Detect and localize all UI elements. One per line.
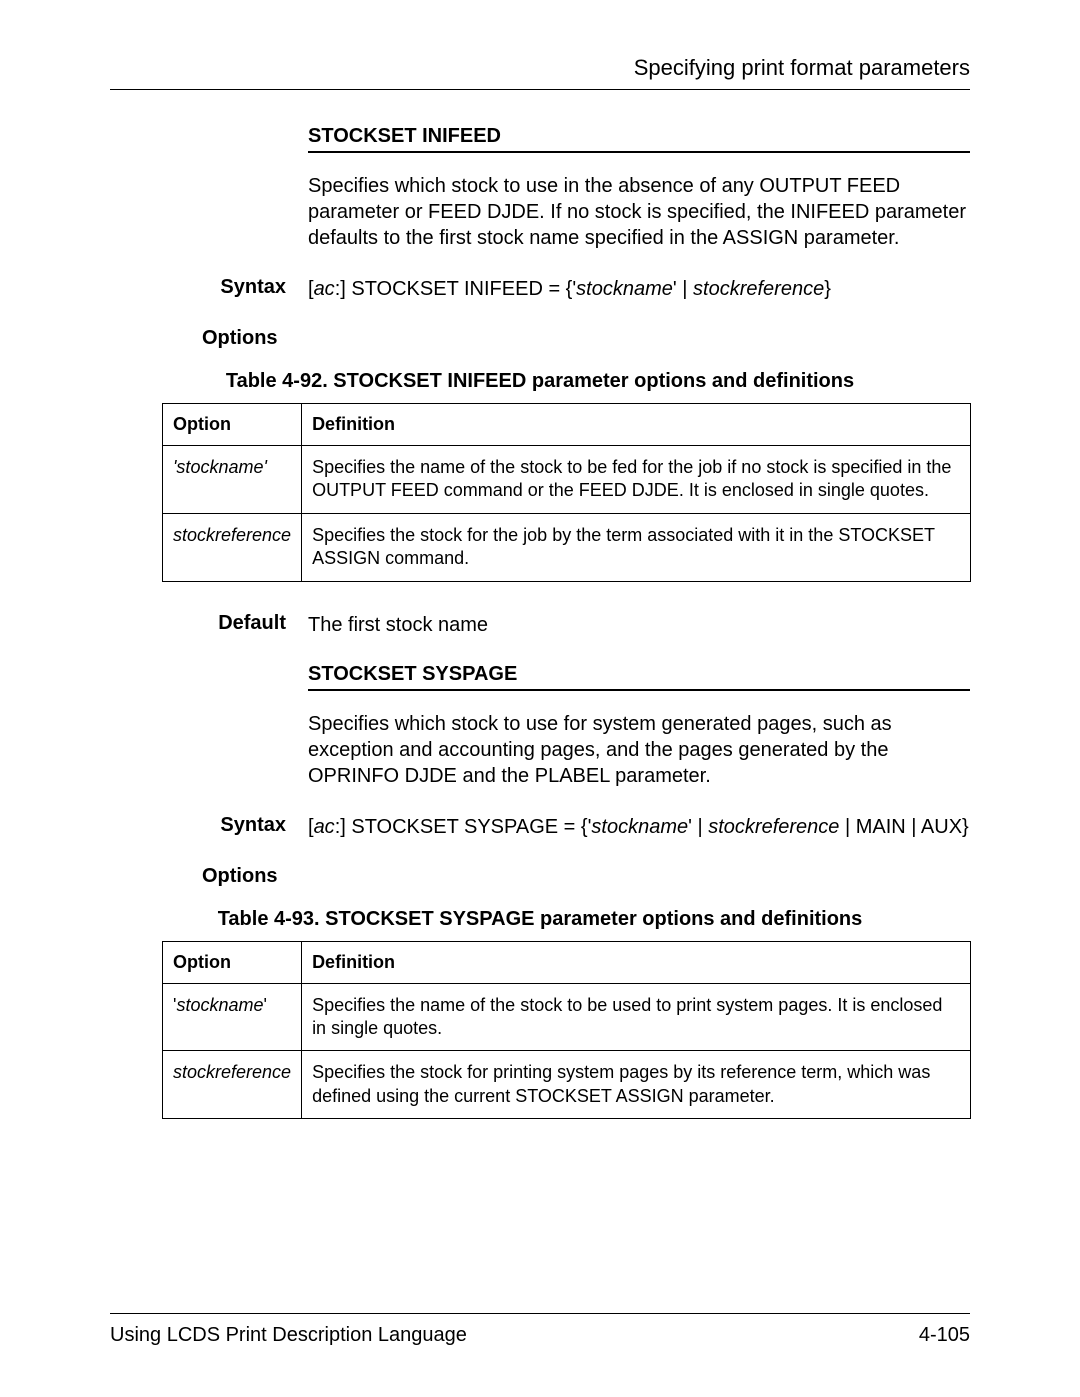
syntax2-text3: | MAIN | AUX} [839,816,968,838]
row1-option-text: stockname [176,995,263,1015]
syntax-text2: ' | [673,278,693,300]
table1-row1-definition: Specifies the name of the stock to be fe… [302,446,971,514]
page-footer: Using LCDS Print Description Language 4-… [110,1313,970,1347]
syntax2-label: Syntax [110,814,308,840]
syntax-text3: } [824,278,831,300]
syntax-ac: ac [314,278,335,300]
table1-header-option: Option [163,404,302,446]
default-text: The first stock name [308,612,970,638]
section1-description: Specifies which stock to use in the abse… [308,173,970,251]
header-title: Specifying print format parameters [634,55,970,80]
section1-heading: STOCKSET INIFEED [308,125,970,148]
table2-header-definition: Definition [302,941,971,983]
syntax2-stockname: stockname [591,816,688,838]
syntax2-text2: ' | [688,816,708,838]
table1-caption: Table 4-92. STOCKSET INIFEED parameter o… [110,370,970,393]
table2-row1: 'stockname' Specifies the name of the st… [163,983,971,1051]
section1-options-label: Options [202,327,970,350]
section2-syntax-row: Syntax [ac:] STOCKSET SYSPAGE = {'stockn… [110,814,970,840]
footer-left: Using LCDS Print Description Language [110,1324,467,1347]
section2-underline [308,689,970,691]
syntax2-stockreference: stockreference [708,816,839,838]
table1-row1-option: 'stockname' [163,446,302,514]
table1-header-definition: Definition [302,404,971,446]
syntax2-ac: ac [314,816,335,838]
footer-right: 4-105 [919,1324,970,1347]
table1: Option Definition 'stockname' Specifies … [162,403,971,582]
section1-default-row: Default The first stock name [110,612,970,638]
table2: Option Definition 'stockname' Specifies … [162,941,971,1120]
section1-syntax-row: Syntax [ac:] STOCKSET INIFEED = {'stockn… [110,276,970,302]
section1-underline [308,151,970,153]
page-header: Specifying print format parameters [110,55,970,90]
table2-row1-option: 'stockname' [163,983,302,1051]
section2-options-label: Options [202,865,970,888]
table1-row2-definition: Specifies the stock for the job by the t… [302,513,971,581]
table2-row1-definition: Specifies the name of the stock to be us… [302,983,971,1051]
default-label: Default [110,612,308,638]
syntax-label: Syntax [110,276,308,302]
syntax2-content: [ac:] STOCKSET SYSPAGE = {'stockname' | … [308,814,970,840]
table1-row2: stockreference Specifies the stock for t… [163,513,971,581]
section2-description: Specifies which stock to use for system … [308,711,970,789]
table2-row2-definition: Specifies the stock for printing system … [302,1051,971,1119]
table2-header-row: Option Definition [163,941,971,983]
table1-header-row: Option Definition [163,404,971,446]
table2-row2-option: stockreference [163,1051,302,1119]
table2-header-option: Option [163,941,302,983]
table2-row2: stockreference Specifies the stock for p… [163,1051,971,1119]
syntax2-text1: :] STOCKSET SYSPAGE = {' [335,816,592,838]
table1-row1: 'stockname' Specifies the name of the st… [163,446,971,514]
table2-caption: Table 4-93. STOCKSET SYSPAGE parameter o… [110,908,970,931]
syntax-stockreference: stockreference [693,278,824,300]
quote2: ' [263,995,266,1015]
syntax-text1: :] STOCKSET INIFEED = {' [335,278,576,300]
main-content: STOCKSET INIFEED Specifies which stock t… [110,125,970,1313]
syntax-content: [ac:] STOCKSET INIFEED = {'stockname' | … [308,276,970,302]
table1-row2-option: stockreference [163,513,302,581]
syntax-stockname: stockname [576,278,673,300]
section2-heading: STOCKSET SYSPAGE [308,663,970,686]
